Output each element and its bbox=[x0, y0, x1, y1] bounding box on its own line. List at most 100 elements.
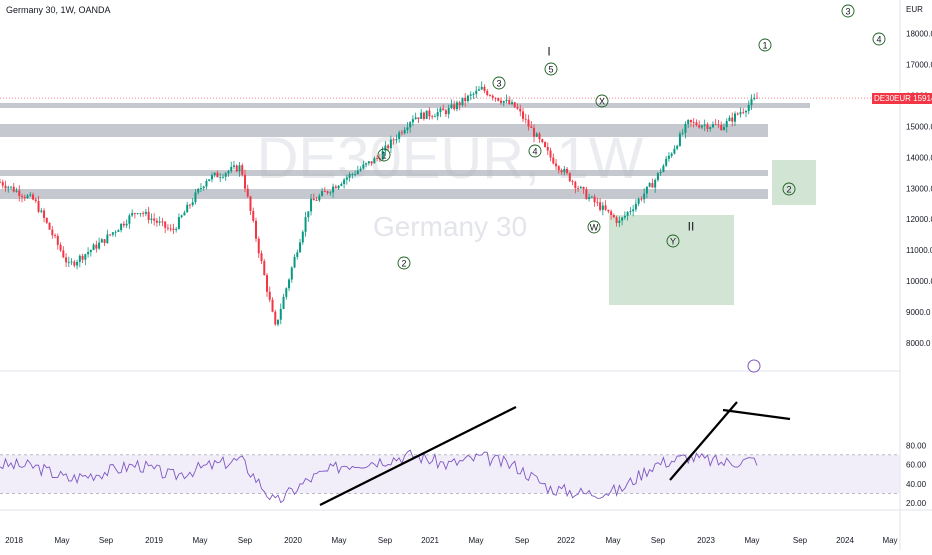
sr-band bbox=[0, 124, 768, 137]
candle-body bbox=[70, 261, 73, 263]
candle-body bbox=[640, 198, 643, 200]
candle-body bbox=[544, 142, 547, 147]
candle-body bbox=[106, 234, 109, 243]
time-tick: May bbox=[882, 536, 897, 545]
candle-body bbox=[604, 205, 607, 210]
time-tick: May bbox=[744, 536, 759, 545]
time-tick: 2018 bbox=[5, 536, 23, 545]
candle-body bbox=[626, 212, 629, 216]
candle-body bbox=[166, 227, 169, 229]
candle-body bbox=[698, 125, 701, 128]
rsi-trendline bbox=[722, 408, 791, 421]
wave-label-text: Y bbox=[670, 237, 676, 247]
candle-body bbox=[197, 188, 200, 193]
candle-body bbox=[428, 110, 431, 117]
wave-label-text: 2 bbox=[786, 185, 791, 195]
candle-body bbox=[577, 188, 580, 189]
candle-body bbox=[348, 174, 351, 178]
candle-body bbox=[301, 231, 304, 243]
candle-body bbox=[538, 133, 541, 140]
wave-label-circle bbox=[666, 234, 680, 248]
candle-body bbox=[340, 184, 343, 186]
candle-body bbox=[574, 181, 577, 189]
candle-body bbox=[571, 181, 574, 182]
price-tick: 18000.0 bbox=[906, 30, 932, 39]
candle-body bbox=[670, 153, 673, 156]
candle-body bbox=[326, 191, 329, 193]
candle-body bbox=[4, 185, 7, 189]
candle-body bbox=[109, 234, 112, 236]
wave-label-text: 5 bbox=[548, 65, 553, 75]
candle-body bbox=[667, 155, 670, 159]
candle-body bbox=[282, 296, 285, 309]
target-zone bbox=[609, 215, 734, 305]
candle-body bbox=[290, 267, 293, 280]
candle-body bbox=[78, 255, 81, 262]
candle-body bbox=[150, 218, 153, 220]
candle-body bbox=[1, 182, 4, 186]
candle-body bbox=[318, 195, 321, 201]
candle-body bbox=[684, 124, 687, 133]
candle-body bbox=[249, 196, 252, 211]
time-tick: 2020 bbox=[284, 536, 302, 545]
candle-body bbox=[285, 288, 288, 297]
candle-body bbox=[689, 119, 692, 123]
candle-body bbox=[411, 119, 414, 123]
candle-body bbox=[136, 213, 139, 215]
time-tick: 2019 bbox=[145, 536, 163, 545]
candle-body bbox=[268, 291, 271, 300]
chart-header-title: Germany 30, 1W, OANDA bbox=[6, 5, 111, 15]
candle-body bbox=[194, 192, 197, 203]
candle-body bbox=[199, 188, 202, 189]
candle-body bbox=[321, 191, 324, 196]
candle-body bbox=[599, 202, 602, 210]
candle-body bbox=[7, 187, 10, 189]
candle-body bbox=[310, 198, 313, 212]
wave-label: 2 bbox=[782, 182, 796, 196]
candle-body bbox=[103, 239, 106, 243]
candle-body bbox=[359, 168, 362, 171]
candle-body bbox=[343, 179, 346, 185]
candle-body bbox=[436, 112, 439, 117]
candle-body bbox=[257, 238, 260, 254]
candle-body bbox=[568, 173, 571, 182]
candle-body bbox=[519, 108, 522, 112]
candle-body bbox=[486, 90, 489, 96]
wave-label-circle bbox=[492, 76, 506, 90]
candle-body bbox=[725, 121, 728, 128]
time-tick: 2024 bbox=[836, 536, 854, 545]
candle-body bbox=[750, 99, 753, 106]
candle-body bbox=[365, 163, 368, 165]
time-tick: May bbox=[54, 536, 69, 545]
time-tick: Sep bbox=[238, 536, 253, 545]
candle-body bbox=[461, 97, 464, 106]
candle-body bbox=[431, 116, 434, 118]
candle-body bbox=[32, 194, 35, 200]
candle-body bbox=[114, 231, 117, 233]
candle-body bbox=[323, 191, 326, 192]
wave-label: 2 bbox=[397, 256, 411, 270]
candle-body bbox=[370, 161, 373, 164]
candle-body bbox=[654, 179, 657, 188]
candle-body bbox=[232, 165, 235, 167]
candle-body bbox=[494, 97, 497, 99]
candle-body bbox=[400, 132, 403, 134]
candle-body bbox=[546, 146, 549, 151]
candle-body bbox=[522, 111, 525, 119]
candle-body bbox=[632, 209, 635, 212]
candle-body bbox=[395, 139, 398, 141]
candle-body bbox=[125, 223, 128, 226]
candle-body bbox=[95, 244, 98, 249]
candle-body bbox=[709, 127, 712, 129]
candle-body bbox=[345, 177, 348, 180]
candle-body bbox=[662, 165, 665, 172]
candle-body bbox=[612, 214, 615, 218]
wave-label-text: 1 bbox=[762, 41, 767, 51]
candle-body bbox=[475, 90, 478, 94]
candle-body bbox=[133, 213, 136, 214]
candle-body bbox=[453, 104, 456, 110]
candle-body bbox=[277, 319, 280, 325]
candle-body bbox=[243, 174, 246, 189]
